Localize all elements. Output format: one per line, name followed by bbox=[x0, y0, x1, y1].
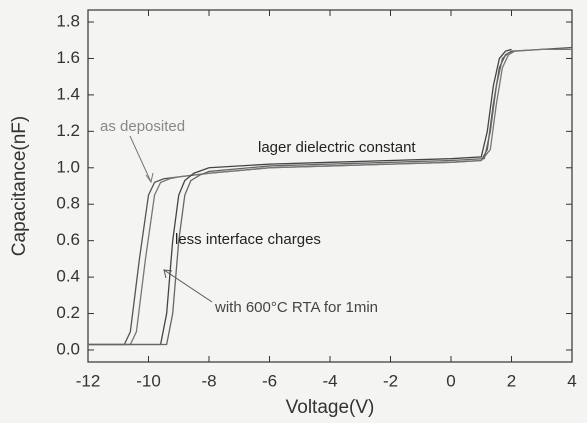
annotation-arrowhead bbox=[163, 269, 173, 279]
x-tick-label: -12 bbox=[76, 371, 101, 390]
annotation: lager dielectric constant bbox=[258, 139, 416, 156]
y-tick-label: 1.2 bbox=[56, 121, 80, 140]
x-tick-label: -4 bbox=[322, 371, 337, 390]
x-tick-label: 0 bbox=[446, 371, 455, 390]
x-tick-label: -2 bbox=[383, 371, 398, 390]
data-line bbox=[88, 48, 572, 346]
x-tick-label: 2 bbox=[507, 371, 516, 390]
y-axis-label: Capacitance(nF) bbox=[9, 116, 30, 256]
y-tick-label: 1.6 bbox=[56, 48, 80, 67]
data-line bbox=[88, 50, 514, 346]
y-tick-label: 0.2 bbox=[56, 303, 80, 322]
annotation: as deposited bbox=[100, 118, 185, 135]
y-tick-label: 1.8 bbox=[56, 12, 80, 31]
x-tick-label: -10 bbox=[136, 371, 161, 390]
x-tick-label: 4 bbox=[567, 371, 576, 390]
y-tick-label: 1.4 bbox=[56, 84, 80, 103]
x-tick-label: -8 bbox=[201, 371, 216, 390]
annotation-arrow bbox=[163, 269, 213, 303]
annotation: with 600°C RTA for 1min bbox=[214, 299, 378, 316]
y-tick-label: 0.4 bbox=[56, 267, 80, 286]
y-tick-label: 0.6 bbox=[56, 230, 80, 249]
y-tick-label: 1.0 bbox=[56, 157, 80, 176]
data-line bbox=[88, 48, 512, 346]
x-tick-label: -6 bbox=[262, 371, 277, 390]
annotation-arrowhead bbox=[145, 172, 154, 184]
y-tick-label: 0.8 bbox=[56, 194, 80, 213]
annotation: less interface charges bbox=[175, 231, 321, 248]
x-axis-label: Voltage(V) bbox=[286, 397, 375, 418]
annotation-arrow bbox=[129, 135, 152, 183]
y-tick-label: 0.0 bbox=[56, 339, 80, 358]
